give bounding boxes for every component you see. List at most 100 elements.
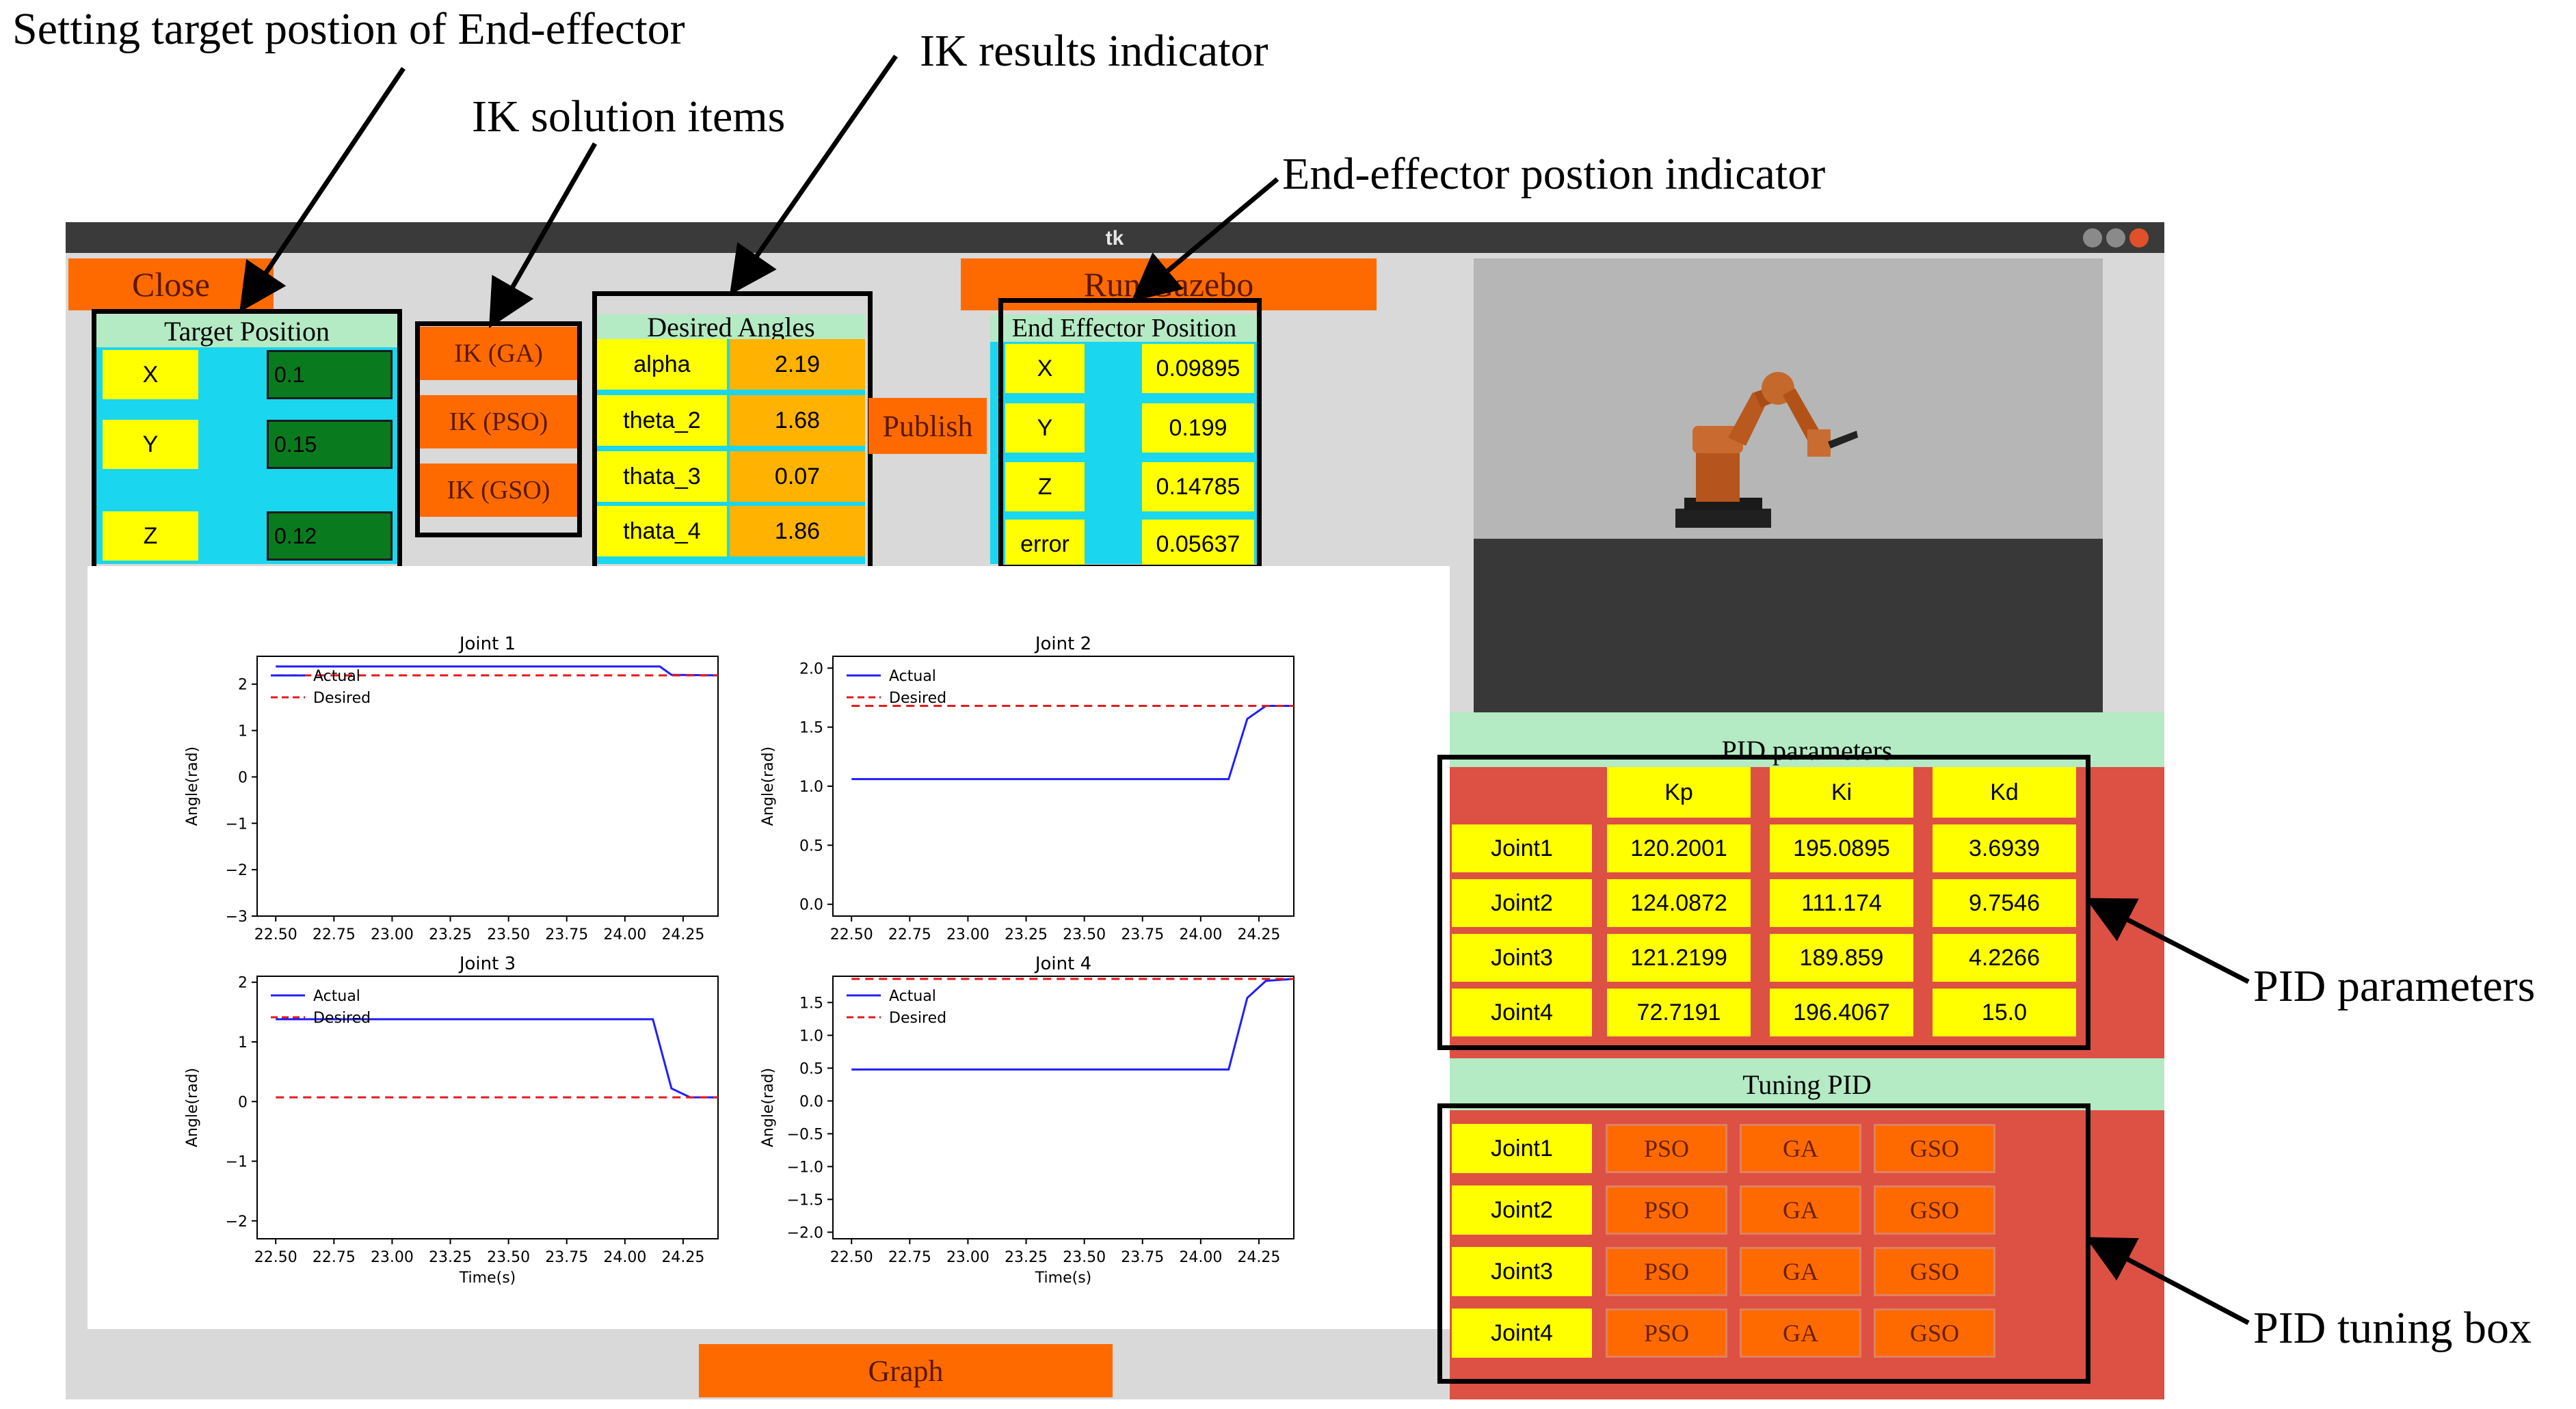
chart-joint-3: Joint 3 22.50 22.75 23.00 23.25 23.50 23.75 24.… [184, 954, 719, 1287]
graph-button[interactable]: Graph [699, 1344, 1113, 1397]
angle-value-alpha: 2.19 [730, 339, 865, 390]
series-actual [851, 705, 1294, 781]
publish-button[interactable]: Publish [868, 398, 987, 454]
tune-joint1-ga-button[interactable]: GA [1740, 1124, 1861, 1173]
tune-joint4-ga-button[interactable]: GA [1740, 1309, 1861, 1358]
pid-header-kp: Kp [1607, 767, 1751, 818]
y-tick-label: 0 [238, 1094, 248, 1111]
pid-joint1-kp: 120.2001 [1607, 824, 1751, 872]
x-tick-label: 23.50 [1063, 926, 1106, 943]
ik-pso-button[interactable]: IK (PSO) [419, 395, 578, 448]
legend-label-desired: Desired [889, 1010, 946, 1027]
x-tick-label: 23.25 [429, 926, 472, 943]
x-tick-label: 24.00 [603, 926, 646, 943]
x-tick-label: 23.25 [1005, 1249, 1048, 1266]
y-tick-label: 0.5 [799, 1060, 823, 1077]
x-tick-label: 22.75 [888, 1249, 931, 1266]
y-tick-label: −2 [226, 862, 248, 879]
x-tick-label: 23.75 [545, 926, 588, 943]
ee-y-label: Y [1005, 403, 1085, 453]
chart-title: Joint 1 [458, 634, 516, 654]
tune-joint3-pso-button[interactable]: PSO [1606, 1247, 1727, 1296]
x-tick-label: 23.00 [946, 926, 990, 943]
tune-joint3-ga-button[interactable]: GA [1740, 1247, 1861, 1296]
tune-joint4-pso-button[interactable]: PSO [1606, 1309, 1727, 1358]
x-tick-label: 22.50 [830, 926, 873, 943]
maximize-button[interactable] [2106, 228, 2125, 247]
y-axis-label: Angle(rad) [184, 1068, 201, 1147]
arrow-ee [1131, 177, 1279, 301]
x-tick-label: 23.50 [487, 926, 530, 943]
angle-value-theta2: 1.68 [730, 395, 865, 446]
pid-joint2-kd: 9.7546 [1933, 879, 2076, 927]
x-tick-label: 24.25 [661, 1249, 704, 1266]
close-button[interactable]: Close [68, 258, 274, 310]
angle-label-theta2: theta_2 [597, 395, 727, 446]
annotation-ee-indicator: End-effector postion indicator [1282, 149, 1826, 199]
close-window-button[interactable] [2129, 228, 2149, 247]
chart-frame [256, 656, 719, 917]
target-z-input[interactable]: 0.12 [267, 511, 393, 561]
chart-frame [832, 976, 1294, 1239]
pid-joint3-ki: 189.859 [1770, 934, 1913, 982]
x-tick-label: 24.00 [1179, 1249, 1222, 1266]
tune-joint1-pso-button[interactable]: PSO [1606, 1124, 1727, 1173]
graph-area: Joint 1 22.50 22.75 23.00 23.25 23.50 23.75 24.… [88, 566, 1450, 1329]
x-tick-label: 23.25 [1005, 926, 1048, 943]
pid-joint2-label: Joint2 [1452, 879, 1592, 927]
y-tick-label: 1 [238, 1034, 248, 1051]
ik-ga-button[interactable]: IK (GA) [419, 327, 578, 380]
angle-label-theta3: thata_3 [597, 451, 727, 502]
tuning-joint2-label: Joint2 [1452, 1185, 1592, 1235]
chart-joint-1: Joint 1 22.50 22.75 23.00 23.25 23.50 23.75 24.… [184, 634, 719, 943]
x-tick-label: 23.25 [429, 1249, 472, 1266]
tune-joint4-gso-button[interactable]: GSO [1874, 1309, 1995, 1358]
arrow-ik-results [730, 55, 898, 295]
pid-joint4-label: Joint4 [1452, 989, 1592, 1036]
y-tick-label: 0.5 [799, 837, 823, 855]
ee-error-label: error [1005, 520, 1085, 569]
target-x-label: X [103, 350, 198, 399]
x-tick-label: 22.50 [830, 1249, 873, 1266]
pid-joint1-kd: 3.6939 [1933, 824, 2076, 872]
tuning-joint4-label: Joint4 [1452, 1309, 1592, 1358]
ee-z-label: Z [1005, 462, 1085, 511]
tuning-joint1-label: Joint1 [1452, 1124, 1592, 1173]
x-tick-label: 22.75 [888, 926, 931, 943]
gazebo-viewport[interactable] [1474, 258, 2103, 712]
x-tick-label: 23.50 [1063, 1249, 1106, 1266]
tune-joint1-gso-button[interactable]: GSO [1874, 1124, 1995, 1173]
chart-joint-4: Joint 4 22.50 22.75 23.00 23.25 23.50 23.75 24.… [760, 954, 1294, 1287]
legend-label-desired: Desired [313, 690, 371, 707]
title-bar [66, 222, 2164, 253]
tuning-joint3-label: Joint3 [1452, 1247, 1592, 1296]
series-actual [851, 978, 1294, 1071]
tune-joint2-ga-button[interactable]: GA [1740, 1185, 1861, 1235]
x-tick-label: 23.75 [1121, 926, 1164, 943]
robot-arm-render [1474, 258, 2103, 712]
y-tick-label: −3 [226, 909, 248, 926]
desired-angles-title: Desired Angles [597, 312, 865, 343]
x-tick-label: 23.00 [946, 1249, 990, 1266]
y-axis-label: Angle(rad) [760, 747, 777, 826]
target-x-input[interactable]: 0.1 [267, 350, 393, 399]
chart-title: Joint 4 [1034, 954, 1091, 974]
y-tick-label: 1 [238, 723, 248, 740]
minimize-button[interactable] [2083, 228, 2102, 247]
ik-gso-button[interactable]: IK (GSO) [419, 464, 578, 517]
tune-joint3-gso-button[interactable]: GSO [1874, 1247, 1995, 1296]
y-tick-label: 0 [238, 769, 248, 786]
y-axis-label: Angle(rad) [184, 747, 201, 826]
x-tick-label: 23.00 [371, 1249, 414, 1266]
pid-joint2-kp: 124.0872 [1607, 879, 1751, 927]
angle-value-theta3: 0.07 [730, 451, 865, 502]
tune-joint2-gso-button[interactable]: GSO [1874, 1185, 1995, 1235]
legend-label-actual: Actual [889, 668, 936, 685]
target-y-input[interactable]: 0.15 [267, 420, 393, 469]
end-effector-title: End Effector Position [990, 314, 1258, 343]
tune-joint2-pso-button[interactable]: PSO [1606, 1185, 1727, 1235]
chart-title: Joint 2 [1034, 634, 1091, 654]
arrow-pid-params [2085, 898, 2250, 984]
ee-x-label: X [1005, 344, 1085, 393]
